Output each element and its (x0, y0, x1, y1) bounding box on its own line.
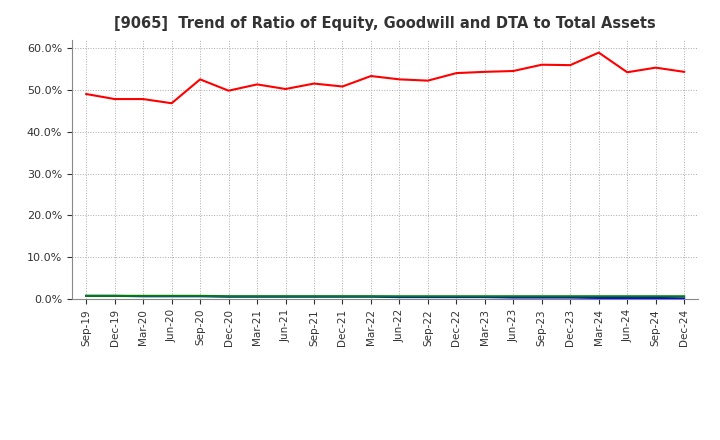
Equity (566, 62, 575, 68)
Line: Goodwill: Goodwill (86, 296, 684, 298)
Goodwill (167, 293, 176, 299)
Deferred Tax Assets (423, 293, 432, 299)
Deferred Tax Assets (196, 293, 204, 298)
Equity (480, 69, 489, 74)
Title: [9065]  Trend of Ratio of Equity, Goodwill and DTA to Total Assets: [9065] Trend of Ratio of Equity, Goodwil… (114, 16, 656, 32)
Deferred Tax Assets (480, 293, 489, 299)
Deferred Tax Assets (680, 293, 688, 299)
Goodwill (623, 295, 631, 301)
Deferred Tax Assets (509, 293, 518, 299)
Deferred Tax Assets (652, 293, 660, 299)
Goodwill (225, 294, 233, 299)
Goodwill (310, 294, 318, 299)
Deferred Tax Assets (395, 293, 404, 299)
Equity (423, 78, 432, 83)
Deferred Tax Assets (310, 293, 318, 299)
Goodwill (595, 295, 603, 301)
Deferred Tax Assets (537, 293, 546, 299)
Equity (537, 62, 546, 67)
Goodwill (509, 295, 518, 300)
Equity (139, 96, 148, 102)
Line: Equity: Equity (86, 52, 684, 103)
Equity (680, 69, 688, 74)
Deferred Tax Assets (366, 293, 375, 299)
Equity (110, 96, 119, 102)
Equity (167, 101, 176, 106)
Deferred Tax Assets (225, 293, 233, 299)
Equity (196, 77, 204, 82)
Goodwill (537, 295, 546, 300)
Deferred Tax Assets (82, 293, 91, 298)
Equity (253, 82, 261, 87)
Equity (452, 70, 461, 76)
Equity (82, 92, 91, 97)
Goodwill (423, 294, 432, 300)
Goodwill (680, 296, 688, 301)
Goodwill (452, 294, 461, 300)
Equity (366, 73, 375, 79)
Deferred Tax Assets (167, 293, 176, 298)
Equity (623, 70, 631, 75)
Equity (595, 50, 603, 55)
Goodwill (139, 293, 148, 299)
Equity (225, 88, 233, 93)
Goodwill (282, 294, 290, 299)
Deferred Tax Assets (595, 293, 603, 299)
Goodwill (652, 295, 660, 301)
Goodwill (338, 294, 347, 299)
Equity (310, 81, 318, 86)
Goodwill (253, 294, 261, 299)
Goodwill (480, 294, 489, 300)
Deferred Tax Assets (566, 293, 575, 299)
Deferred Tax Assets (623, 293, 631, 299)
Equity (509, 68, 518, 73)
Goodwill (82, 293, 91, 298)
Equity (395, 77, 404, 82)
Deferred Tax Assets (338, 293, 347, 299)
Deferred Tax Assets (253, 293, 261, 299)
Deferred Tax Assets (452, 293, 461, 299)
Deferred Tax Assets (139, 293, 148, 298)
Goodwill (110, 293, 119, 298)
Equity (338, 84, 347, 89)
Equity (282, 86, 290, 92)
Deferred Tax Assets (282, 293, 290, 299)
Equity (652, 65, 660, 70)
Deferred Tax Assets (110, 293, 119, 298)
Goodwill (566, 295, 575, 300)
Goodwill (366, 294, 375, 299)
Goodwill (395, 294, 404, 300)
Goodwill (196, 293, 204, 299)
